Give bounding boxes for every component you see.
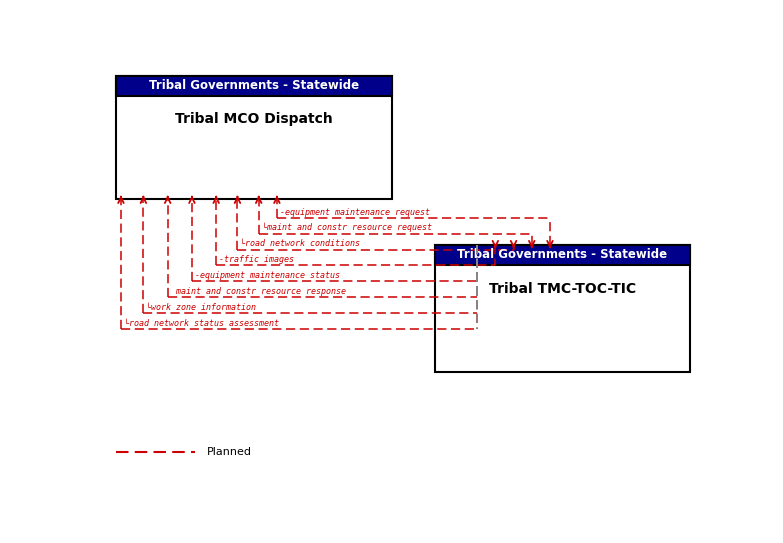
Text: └work zone information: └work zone information — [146, 303, 256, 312]
Text: -traffic images: -traffic images — [219, 255, 294, 264]
Text: Tribal Governments - Statewide: Tribal Governments - Statewide — [457, 249, 667, 262]
Text: Tribal MCO Dispatch: Tribal MCO Dispatch — [175, 112, 333, 127]
Text: Tribal Governments - Statewide: Tribal Governments - Statewide — [149, 79, 359, 92]
Text: maint and constr resource response: maint and constr resource response — [171, 287, 345, 296]
Bar — [435, 245, 690, 265]
Text: Tribal TMC-TOC-TIC: Tribal TMC-TOC-TIC — [489, 282, 636, 296]
Text: Planned: Planned — [207, 447, 252, 457]
Text: └maint and constr resource request: └maint and constr resource request — [262, 223, 431, 232]
Text: └road network status assessment: └road network status assessment — [124, 319, 279, 328]
Text: └road network conditions: └road network conditions — [240, 239, 360, 248]
Bar — [116, 75, 392, 199]
Bar — [116, 75, 392, 96]
Bar — [435, 245, 690, 372]
Text: -equipment maintenance status: -equipment maintenance status — [195, 271, 340, 280]
Text: -equipment maintenance request: -equipment maintenance request — [280, 207, 430, 217]
